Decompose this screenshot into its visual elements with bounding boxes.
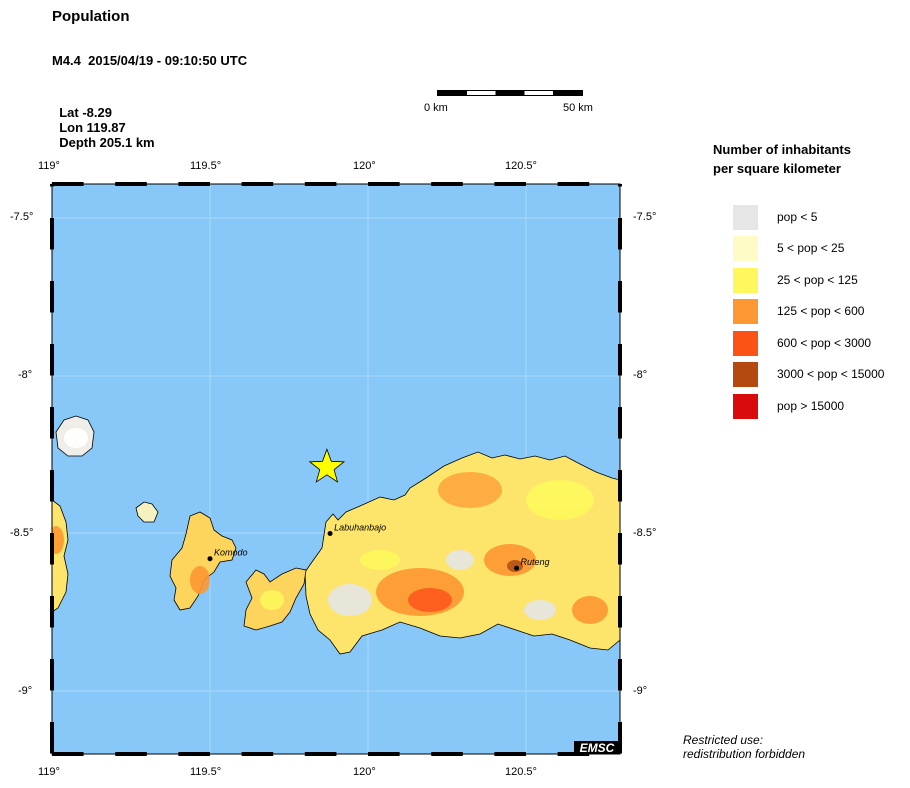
legend-label: 125 < pop < 600 [777, 304, 865, 318]
bottom-tick-1195: 119.5° [190, 766, 222, 778]
top-tick-1205: 120.5° [505, 160, 537, 172]
scale-bar [437, 90, 583, 96]
legend-item: pop > 15000 [733, 394, 910, 420]
bottom-tick-1205: 120.5° [505, 766, 537, 778]
legend-label: 600 < pop < 3000 [777, 336, 872, 350]
legend-swatch [733, 268, 758, 293]
bottom-tick-120: 120° [353, 766, 376, 778]
map-frame-ticks [50, 182, 622, 756]
left-tick-85: -8.5° [10, 527, 34, 539]
scale-left-label: 0 km [424, 102, 448, 114]
labuhanbajo-label: Labuhanbajo [334, 523, 386, 533]
legend-title-line2: per square kilometer [713, 161, 841, 176]
emsc-logo [574, 741, 620, 754]
ruteng-marker [514, 565, 520, 571]
legend-item: 5 < pop < 25 [733, 236, 910, 262]
scale-right-label: 50 km [563, 102, 593, 114]
labuhanbajo-marker [327, 531, 333, 536]
left-tick-75: -7.5° [10, 211, 34, 223]
places: Labuhanbajo Komodo Ruteng [207, 523, 550, 571]
legend-item: 125 < pop < 600 [733, 299, 910, 325]
restricted-line1: Restricted use: [683, 733, 764, 747]
bottom-tick-119: 119° [38, 766, 60, 778]
legend-swatch [733, 236, 758, 261]
padar-island [135, 501, 159, 523]
longitude-label: Lon 119.87 [59, 120, 126, 135]
emsc-logo-text: EMSC [580, 741, 615, 755]
legend-label: pop > 15000 [777, 399, 845, 413]
legend-swatch [733, 205, 758, 230]
legend-label: 5 < pop < 25 [777, 241, 845, 255]
population-density-shading [52, 428, 608, 624]
left-tick-8: -8° [18, 369, 33, 381]
restricted-use-note: Restricted use: redistribution forbidden [683, 733, 805, 761]
legend-swatch [733, 331, 758, 356]
legend-title-line1: Number of inhabitants [713, 142, 851, 157]
legend-swatch [733, 362, 758, 387]
legend-title: Number of inhabitants per square kilomet… [713, 140, 851, 178]
right-tick-85: -8.5° [633, 527, 657, 539]
right-tick-9: -9° [633, 685, 648, 697]
legend-label: 3000 < pop < 15000 [777, 367, 885, 381]
legend-label: pop < 5 [777, 210, 818, 224]
legend-swatch [733, 299, 758, 324]
top-tick-119: 119° [38, 160, 60, 172]
event-info: M4.4 2015/04/19 - 09:10:50 UTC [52, 53, 248, 68]
legend-swatch [733, 394, 758, 419]
location-info: Lat -8.29 Lon 119.87 Depth 205.1 km [52, 90, 169, 150]
latitude-label: Lat -8.29 [59, 105, 112, 120]
left-tick-9: -9° [18, 685, 33, 697]
ruteng-label: Ruteng [521, 557, 550, 567]
komodo-island [169, 511, 237, 611]
komodo-label: Komodo [214, 548, 248, 558]
komodo-marker [207, 556, 213, 562]
top-tick-1195: 119.5° [190, 160, 222, 172]
legend-item: 25 < pop < 125 [733, 268, 910, 294]
legend-label: 25 < pop < 125 [777, 273, 858, 287]
right-tick-75: -7.5° [633, 211, 657, 223]
legend-item: 600 < pop < 3000 [733, 331, 910, 357]
epicenter-star-icon [308, 448, 346, 483]
restricted-line2: redistribution forbidden [683, 747, 806, 761]
legend-item: pop < 5 [733, 205, 910, 231]
right-tick-8: -8° [633, 369, 648, 381]
map-title: Population [52, 8, 130, 25]
top-tick-120: 120° [353, 160, 376, 172]
legend-item: 3000 < pop < 15000 [733, 362, 910, 388]
depth-label: Depth 205.1 km [59, 135, 155, 150]
